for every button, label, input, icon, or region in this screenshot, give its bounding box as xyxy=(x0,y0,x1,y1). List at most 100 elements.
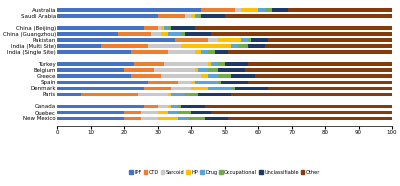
Bar xyxy=(201,8,235,12)
Bar xyxy=(265,44,392,48)
Bar xyxy=(58,32,118,36)
Bar xyxy=(131,50,168,54)
Bar xyxy=(221,81,248,84)
Bar xyxy=(198,92,231,96)
Bar xyxy=(191,81,194,84)
Bar xyxy=(235,8,242,12)
Bar xyxy=(191,110,211,114)
Bar xyxy=(181,44,231,48)
Bar xyxy=(164,26,168,30)
Bar xyxy=(58,44,101,48)
Bar xyxy=(138,92,168,96)
Bar xyxy=(134,62,164,66)
Bar xyxy=(228,50,392,54)
Bar xyxy=(58,117,124,120)
Bar xyxy=(211,32,392,36)
Bar xyxy=(58,8,201,12)
Bar xyxy=(235,86,268,90)
Bar xyxy=(248,44,265,48)
Bar xyxy=(58,62,134,66)
Bar xyxy=(208,86,231,90)
Bar xyxy=(58,105,144,108)
Bar xyxy=(208,50,215,54)
Bar xyxy=(58,39,174,42)
Bar xyxy=(158,117,178,120)
Bar xyxy=(215,50,228,54)
Bar xyxy=(58,110,124,114)
Bar xyxy=(194,14,198,18)
Bar xyxy=(184,92,198,96)
Bar xyxy=(194,68,198,72)
Bar xyxy=(124,68,154,72)
Bar xyxy=(208,68,218,72)
Bar xyxy=(198,14,201,18)
Bar xyxy=(194,81,218,84)
Bar xyxy=(198,68,208,72)
Bar xyxy=(178,110,191,114)
Bar xyxy=(248,62,392,66)
Bar xyxy=(231,86,235,90)
Bar xyxy=(194,50,201,54)
Bar xyxy=(181,105,205,108)
Bar xyxy=(161,75,201,78)
Bar xyxy=(164,62,208,66)
Bar xyxy=(158,14,184,18)
Bar xyxy=(168,50,194,54)
Bar xyxy=(58,26,144,30)
Bar xyxy=(242,8,258,12)
Bar xyxy=(178,81,191,84)
Bar xyxy=(231,75,255,78)
Bar xyxy=(238,44,248,48)
Bar xyxy=(208,62,211,66)
Bar xyxy=(58,81,148,84)
Legend: IPF, CTD, Sarcoid, HP, Drug, Occupational, Unclassifiable, Other: IPF, CTD, Sarcoid, HP, Drug, Occupationa… xyxy=(127,168,322,177)
Bar xyxy=(231,44,238,48)
Bar xyxy=(58,92,81,96)
Bar xyxy=(218,39,242,42)
Bar xyxy=(228,117,392,120)
Bar xyxy=(265,8,272,12)
Bar xyxy=(131,75,161,78)
Bar xyxy=(181,32,184,36)
Bar xyxy=(148,44,181,48)
Bar xyxy=(141,117,158,120)
Bar xyxy=(194,26,392,30)
Bar xyxy=(258,8,265,12)
Bar xyxy=(171,92,184,96)
Bar xyxy=(171,105,178,108)
Bar xyxy=(205,117,228,120)
Bar xyxy=(191,86,208,90)
Bar xyxy=(168,110,178,114)
Bar xyxy=(168,32,181,36)
Bar xyxy=(101,44,148,48)
Bar xyxy=(248,39,252,42)
Bar xyxy=(252,39,268,42)
Bar xyxy=(272,8,288,12)
Bar xyxy=(188,117,205,120)
Bar xyxy=(58,86,144,90)
Bar xyxy=(144,105,158,108)
Bar xyxy=(201,14,225,18)
Bar xyxy=(168,26,171,30)
Bar xyxy=(191,14,194,18)
Bar xyxy=(184,32,211,36)
Bar xyxy=(168,105,171,108)
Bar xyxy=(144,86,171,90)
Bar xyxy=(208,75,218,78)
Bar xyxy=(158,26,161,30)
Bar xyxy=(151,32,161,36)
Bar xyxy=(58,50,131,54)
Bar xyxy=(174,39,208,42)
Bar xyxy=(158,110,168,114)
Bar xyxy=(184,14,191,18)
Bar xyxy=(218,75,231,78)
Bar xyxy=(58,14,158,18)
Bar xyxy=(161,26,164,30)
Bar xyxy=(118,32,151,36)
Bar xyxy=(81,92,138,96)
Bar xyxy=(218,62,225,66)
Bar xyxy=(218,81,221,84)
Bar xyxy=(168,92,171,96)
Bar xyxy=(225,14,392,18)
Bar xyxy=(255,75,392,78)
